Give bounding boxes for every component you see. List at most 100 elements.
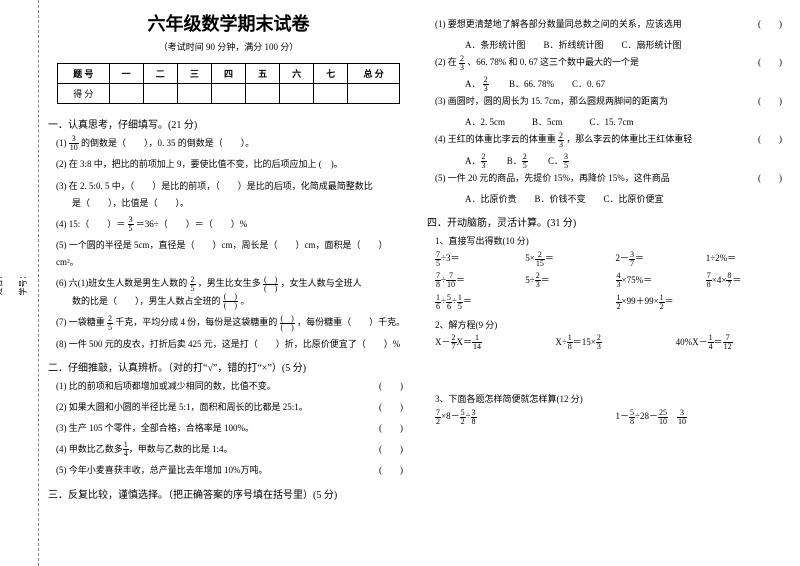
fraction: 23 — [481, 153, 487, 170]
calc-cell: 5÷23＝ — [525, 272, 607, 289]
mc-item: (4) 王红的体重比李云的体重重 23 ，那么李云的体重比王红体重轻 ( ) — [435, 131, 788, 148]
fraction: 25 — [522, 153, 528, 170]
page-subtitle: （考试时间 90 分钟，满分 100 分） — [48, 40, 409, 53]
fraction: 310 — [69, 135, 79, 152]
q-text: 、66. 78% 和 0. 67 这三个数中最大的一个是 — [467, 57, 639, 67]
q-text: ，那么李云的体重比王红体重轻 — [566, 134, 692, 144]
calc-cell: 12×99＋99×12＝ — [616, 293, 789, 310]
mc-options: A．条形统计图 B．折线统计图 C．扇形统计图 — [465, 37, 788, 54]
calc-cell: 72×8－52÷38 — [435, 408, 608, 425]
opt: A． — [465, 156, 481, 166]
paren: ( ) — [758, 131, 782, 148]
score-row-label: 得 分 — [58, 84, 110, 104]
tf-item: (4) 甲数比乙数多14，甲数与乙数的比是 1:4。( ) — [56, 441, 409, 458]
q-text: (2) 如果大圆和小圆的半径比是 5:1，面积和周长的比都是 25:1。 — [56, 402, 308, 412]
q-text: (4) 甲数比乙数多 — [56, 444, 123, 454]
score-header: 题 号 — [58, 64, 110, 84]
calc-cell: 16÷56÷15＝ — [435, 293, 608, 310]
calc-cell: 75÷3＝ — [435, 250, 517, 267]
section-4-sub1: 1、直接写出得数(10 分) — [435, 233, 788, 250]
tf-item: (2) 如果大圆和小圆的半径比是 5:1，面积和周长的比都是 25:1。 ( ) — [56, 399, 409, 416]
q-text: ＝36÷（ ）＝（ ）% — [136, 219, 247, 229]
calc-cell: X－27X＝114 — [435, 334, 547, 351]
mc-options: A．2. 5cm B．5cm C．15. 7cm — [465, 114, 788, 131]
opt: C． — [530, 156, 563, 166]
section-4-sub2: 2、解方程(9 分) — [435, 317, 788, 334]
binding-column: 学号： 姓名： 班级： 年级： 学校： — [20, 0, 35, 566]
q-text: (5) 今年小麦喜获丰收，总产量比去年增加 10%万吨。 — [56, 465, 268, 475]
q-text: (1) 要想更清楚地了解各部分数量同总数之间的关系，应该选用 — [435, 19, 682, 29]
q6: (6) 六(1)班女生人数是男生人数的 25 ，男生比女生多 ( )( ) ，女… — [56, 275, 409, 310]
fraction: 25 — [190, 276, 196, 293]
mc-item: (1) 要想更清楚地了解各部分数量同总数之间的关系，应该选用( ) — [435, 16, 788, 33]
section-3-title: 三．反复比较，谨慎选择。（把正确答案的序号填在括号里）(5 分) — [48, 486, 409, 501]
score-header: 五 — [246, 64, 280, 84]
score-header: 二 — [143, 64, 177, 84]
calc-cell: 40%X－14＝712 — [676, 334, 788, 351]
paren: ( ) — [379, 378, 403, 395]
q-text: (3) 画圆时，圆的周长为 15. 7cm，那么圆规两脚间的距离为 — [435, 96, 668, 106]
paren: ( ) — [379, 462, 403, 479]
calc-cell: 2－37＝ — [616, 250, 698, 267]
q-text: (7) 一袋糖重 — [56, 317, 105, 327]
paren: ( ) — [758, 170, 782, 187]
score-cell — [177, 84, 211, 104]
opt: A． — [465, 79, 481, 89]
mc-options: A． 23 B．66. 78% C．0. 67 — [465, 76, 788, 93]
paren: ( ) — [758, 54, 782, 71]
binding-label: 学号： — [18, 271, 29, 295]
q-text: (6) 六(1)班女生人数是男生人数的 — [56, 278, 187, 288]
calc-cell: 1÷2%＝ — [706, 250, 788, 267]
tf-item: (3) 生产 105 个零件，全部合格，合格率是 100%。 ( ) — [56, 420, 409, 437]
q1: (1) 310 的倒数是（ ），0. 35 的倒数是（ ）。 — [56, 135, 409, 152]
q-text: ，甲数与乙数的比是 1:4。 — [129, 444, 233, 454]
q-text: 数的比是（ ），男生人数占全班的 — [72, 296, 221, 306]
calc-cell: 1－58÷28－2510 310 — [616, 408, 789, 425]
q-text: (5) 一件 20 元的商品，先提价 15%，再降价 15%，这件商品 — [435, 173, 670, 183]
fraction: 23 — [459, 55, 465, 72]
mc-item: (2) 在 23 、66. 78% 和 0. 67 这三个数中最大的一个是 ( … — [435, 54, 788, 71]
fraction: 25 — [107, 315, 113, 332]
q-text: (2) 在 — [435, 57, 457, 67]
solve-grid: X－27X＝114 X÷18＝15×23 40%X－14＝712 — [435, 334, 788, 351]
opt: B．66. 78% C．0. 67 — [491, 79, 605, 89]
score-table: 题 号 一 二 三 四 五 六 七 总 分 得 分 — [57, 63, 400, 104]
section-4-sub3: 3、下面各题怎样简便就怎样算(12 分) — [435, 391, 788, 408]
q-text: (4) 王红的体重比李云的体重重 — [435, 134, 556, 144]
section-1-body: (1) 310 的倒数是（ ），0. 35 的倒数是（ ）。 (2) 在 3:8… — [56, 135, 409, 353]
q-text: 的倒数是（ ），0. 35 的倒数是（ ）。 — [81, 138, 254, 148]
fraction: ( )( ) — [280, 315, 295, 332]
q-text: (3) 生产 105 个零件，全部合格，合格率是 100%。 — [56, 423, 254, 433]
paren: ( ) — [758, 93, 782, 110]
q7: (7) 一袋糖重 25 千克，平均分成 4 份，每份是这袋糖重的 ( )( ) … — [56, 314, 409, 331]
q-text: 。 — [240, 296, 249, 306]
calc-cell: 43×75%＝ — [616, 272, 698, 289]
score-cell — [211, 84, 245, 104]
score-header: 六 — [280, 64, 314, 84]
calc-grid-1: 75÷3＝ 5×215＝ 2－37＝ 1÷2%＝ 78÷710＝ 5÷23＝ 4… — [435, 250, 788, 310]
section-1-title: 一．认真思考，仔细填写。(21 分) — [48, 116, 409, 131]
tf-item: (1) 比的前项和后项都增加或减少相同的数，比值不变。( ) — [56, 378, 409, 395]
q-text: (4) 15:（ ）＝ — [56, 219, 125, 229]
score-cell — [143, 84, 177, 104]
binding-label: 姓名： — [0, 271, 5, 295]
q-text: (3) 在 2. 5:0. 5 中，（ ）是比的前项，（ ）是比的后项，化简成最… — [56, 178, 409, 195]
paren: ( ) — [379, 420, 403, 437]
page-content: 六年级数学期末试卷 （考试时间 90 分钟，满分 100 分） 题 号 一 二 … — [48, 10, 788, 505]
paren: ( ) — [379, 399, 403, 416]
mc-item: (3) 画圆时，圆的周长为 15. 7cm，那么圆规两脚间的距离为 ( ) — [435, 93, 788, 110]
q-text: ，男生比女生多 — [198, 278, 261, 288]
q-text: ，女生人数与全班人 — [281, 278, 362, 288]
score-header: 总 分 — [348, 64, 400, 84]
mc-options: A．23 B．25 C．35 — [465, 153, 788, 170]
calc-cell: 5×215＝ — [525, 250, 607, 267]
q4: (4) 15:（ ）＝ 35 ＝36÷（ ）＝（ ）% — [56, 216, 409, 233]
binding-dashed-line — [38, 0, 39, 566]
calc-cell: 78÷710＝ — [435, 272, 517, 289]
mc-item: (5) 一件 20 元的商品，先提价 15%，再降价 15%，这件商品 ( ) — [435, 170, 788, 187]
section-2-body: (1) 比的前项和后项都增加或减少相同的数，比值不变。( ) (2) 如果大圆和… — [56, 378, 409, 480]
fraction: 35 — [563, 153, 569, 170]
fraction: 23 — [483, 76, 489, 93]
paren: ( ) — [379, 441, 403, 458]
q3: (3) 在 2. 5:0. 5 中，（ ）是比的前项，（ ）是比的后项，化简成最… — [56, 178, 409, 212]
